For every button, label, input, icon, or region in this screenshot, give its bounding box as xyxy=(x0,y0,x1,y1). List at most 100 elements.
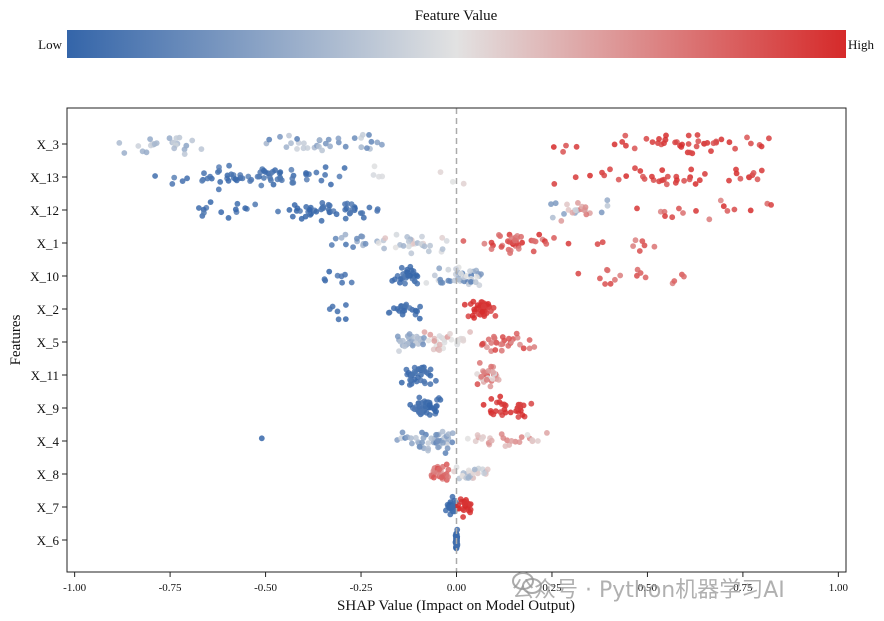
data-point xyxy=(342,316,349,322)
data-point xyxy=(368,138,375,145)
data-point xyxy=(478,271,484,277)
data-point xyxy=(623,142,629,149)
data-point xyxy=(680,210,686,216)
y-tick-label: X_1 xyxy=(37,236,59,251)
data-point xyxy=(422,380,428,387)
data-point xyxy=(485,368,492,374)
data-point xyxy=(467,501,474,507)
data-point xyxy=(449,430,456,437)
data-point xyxy=(433,377,439,384)
data-point xyxy=(465,475,472,481)
data-point xyxy=(460,336,466,342)
data-point xyxy=(474,432,481,438)
data-point xyxy=(181,146,188,153)
data-point xyxy=(431,474,437,481)
data-point xyxy=(338,273,345,280)
data-point xyxy=(357,210,364,217)
y-tick-label: X_12 xyxy=(30,203,59,218)
data-point xyxy=(449,439,456,446)
data-point xyxy=(681,177,687,184)
data-point xyxy=(491,335,498,341)
data-point xyxy=(492,313,499,319)
data-point xyxy=(430,346,437,353)
data-point xyxy=(706,216,713,223)
x-tick-label: 1.00 xyxy=(829,582,849,594)
data-point xyxy=(375,240,382,246)
data-point xyxy=(358,144,365,151)
data-point xyxy=(325,136,332,143)
data-point xyxy=(639,238,646,245)
data-point xyxy=(536,231,543,238)
data-point xyxy=(488,239,495,246)
data-point xyxy=(412,307,419,314)
data-point xyxy=(496,399,503,405)
data-point xyxy=(135,143,142,149)
data-point xyxy=(487,383,494,390)
data-point xyxy=(204,175,211,182)
data-point xyxy=(695,138,702,145)
data-point xyxy=(506,335,512,342)
data-point xyxy=(572,207,579,214)
data-point xyxy=(564,201,570,208)
x-tick-label: -0.50 xyxy=(254,582,277,594)
data-point xyxy=(322,140,329,147)
data-point xyxy=(663,132,669,139)
data-point xyxy=(531,344,538,350)
data-point xyxy=(441,339,448,346)
data-point xyxy=(597,275,603,282)
data-point xyxy=(411,406,418,413)
data-point xyxy=(416,315,423,322)
data-point xyxy=(737,175,744,182)
data-point xyxy=(327,143,333,150)
data-point xyxy=(544,430,550,436)
data-point xyxy=(434,437,441,444)
data-point xyxy=(530,237,537,244)
data-point xyxy=(496,232,502,238)
x-tick-label: 0.00 xyxy=(447,582,467,594)
data-point xyxy=(480,401,487,408)
data-point xyxy=(495,376,502,383)
data-point xyxy=(343,205,350,212)
colorbar-high-label: High xyxy=(848,37,875,52)
y-tick-label: X_5 xyxy=(37,335,59,350)
data-point xyxy=(479,308,486,315)
data-point xyxy=(179,178,186,185)
data-point xyxy=(394,333,401,340)
data-point xyxy=(632,237,639,244)
colorbar-title: Feature Value xyxy=(415,8,498,24)
data-point xyxy=(693,208,699,214)
data-point xyxy=(731,206,738,213)
data-point xyxy=(478,436,485,442)
data-point xyxy=(342,215,349,222)
data-point xyxy=(121,150,128,156)
data-point xyxy=(474,274,480,280)
data-point xyxy=(455,276,462,283)
data-point xyxy=(349,206,356,213)
data-point xyxy=(497,393,504,400)
data-point xyxy=(376,173,382,180)
data-point xyxy=(688,166,695,173)
data-point xyxy=(400,243,407,249)
data-point xyxy=(318,217,325,224)
data-point xyxy=(717,197,724,204)
data-point xyxy=(676,205,682,212)
data-point xyxy=(463,273,470,279)
y-tick-label: X_3 xyxy=(37,137,59,152)
data-point xyxy=(732,145,738,152)
data-point xyxy=(303,171,309,178)
data-point xyxy=(490,369,496,376)
data-point xyxy=(406,243,412,250)
data-point xyxy=(754,176,761,183)
data-point xyxy=(434,403,440,409)
data-point xyxy=(436,265,443,272)
data-point xyxy=(362,240,369,247)
data-point xyxy=(461,501,468,507)
data-point xyxy=(348,201,355,208)
scatter-points xyxy=(116,131,774,552)
data-point xyxy=(622,132,629,139)
data-point xyxy=(169,181,176,187)
x-axis-label: SHAP Value (Impact on Model Output) xyxy=(337,598,575,614)
data-point xyxy=(436,347,443,354)
data-point xyxy=(485,301,492,307)
